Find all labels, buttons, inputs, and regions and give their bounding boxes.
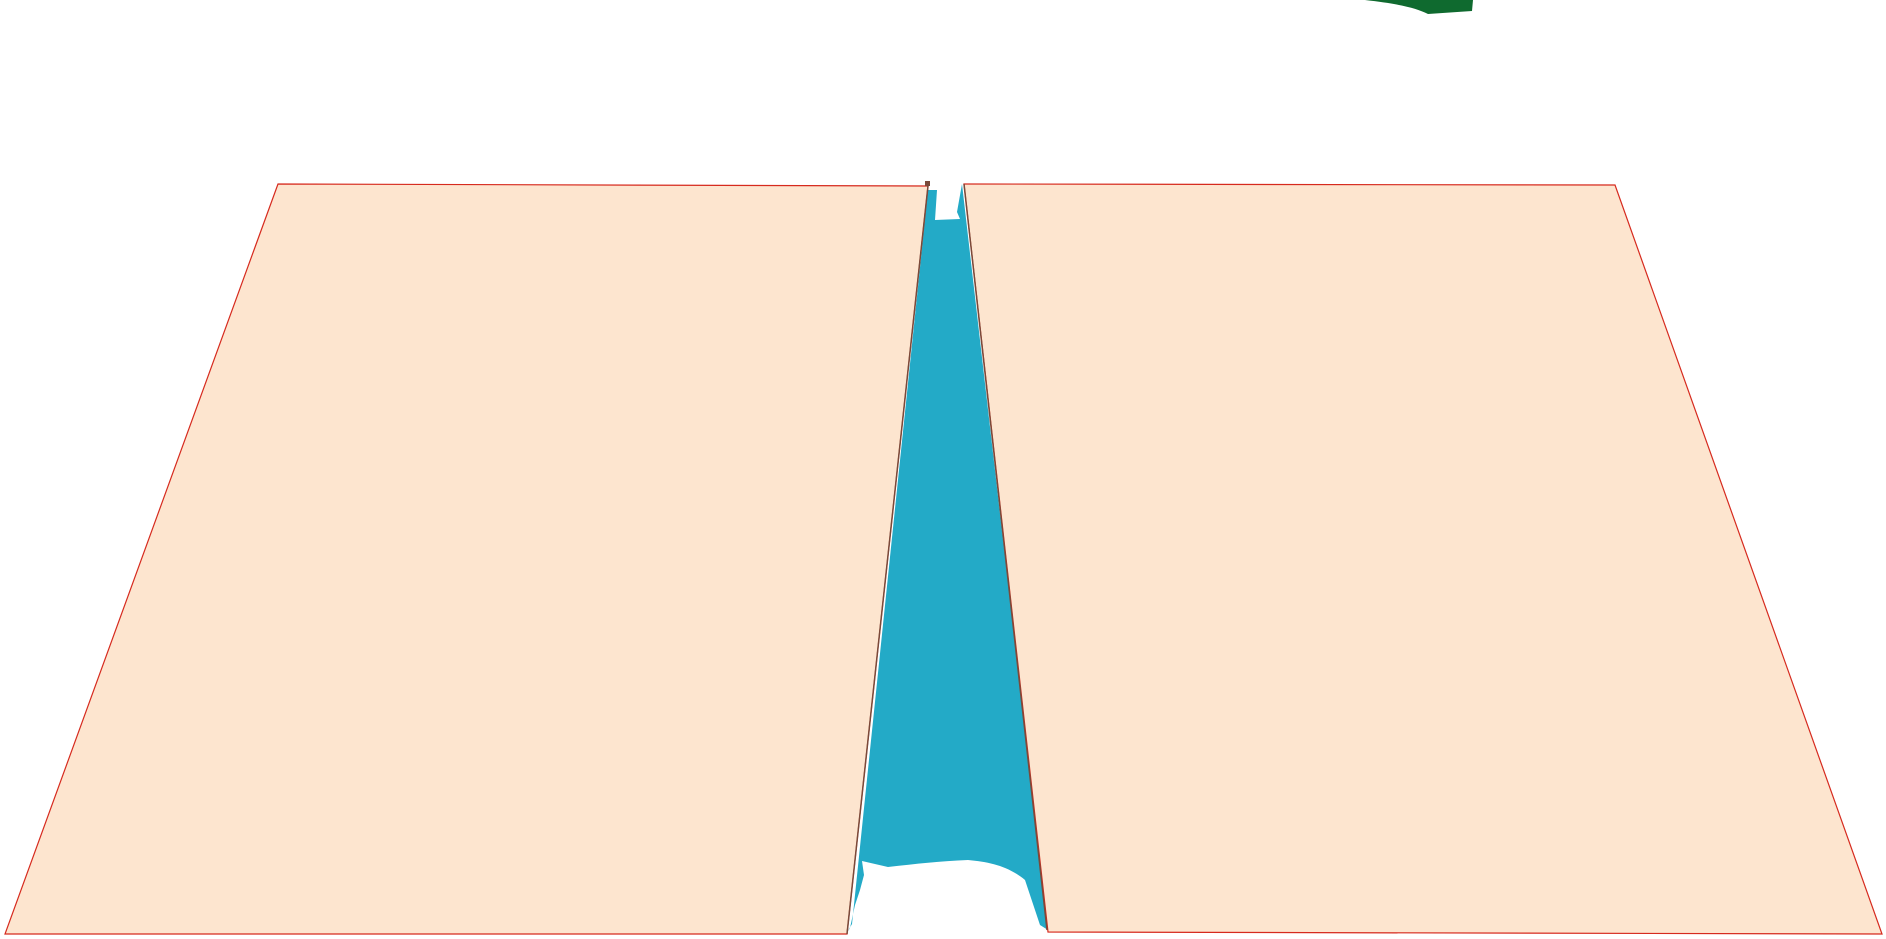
right-panel — [963, 183, 1883, 935]
left-panel-corner-mark — [925, 181, 930, 186]
center-channel — [845, 184, 1048, 936]
left-panel-inner-edge — [846, 185, 929, 935]
green-curve-shape — [1365, 0, 1473, 14]
right-panel-inner-edge — [963, 183, 1048, 931]
left-panel — [4, 183, 929, 935]
